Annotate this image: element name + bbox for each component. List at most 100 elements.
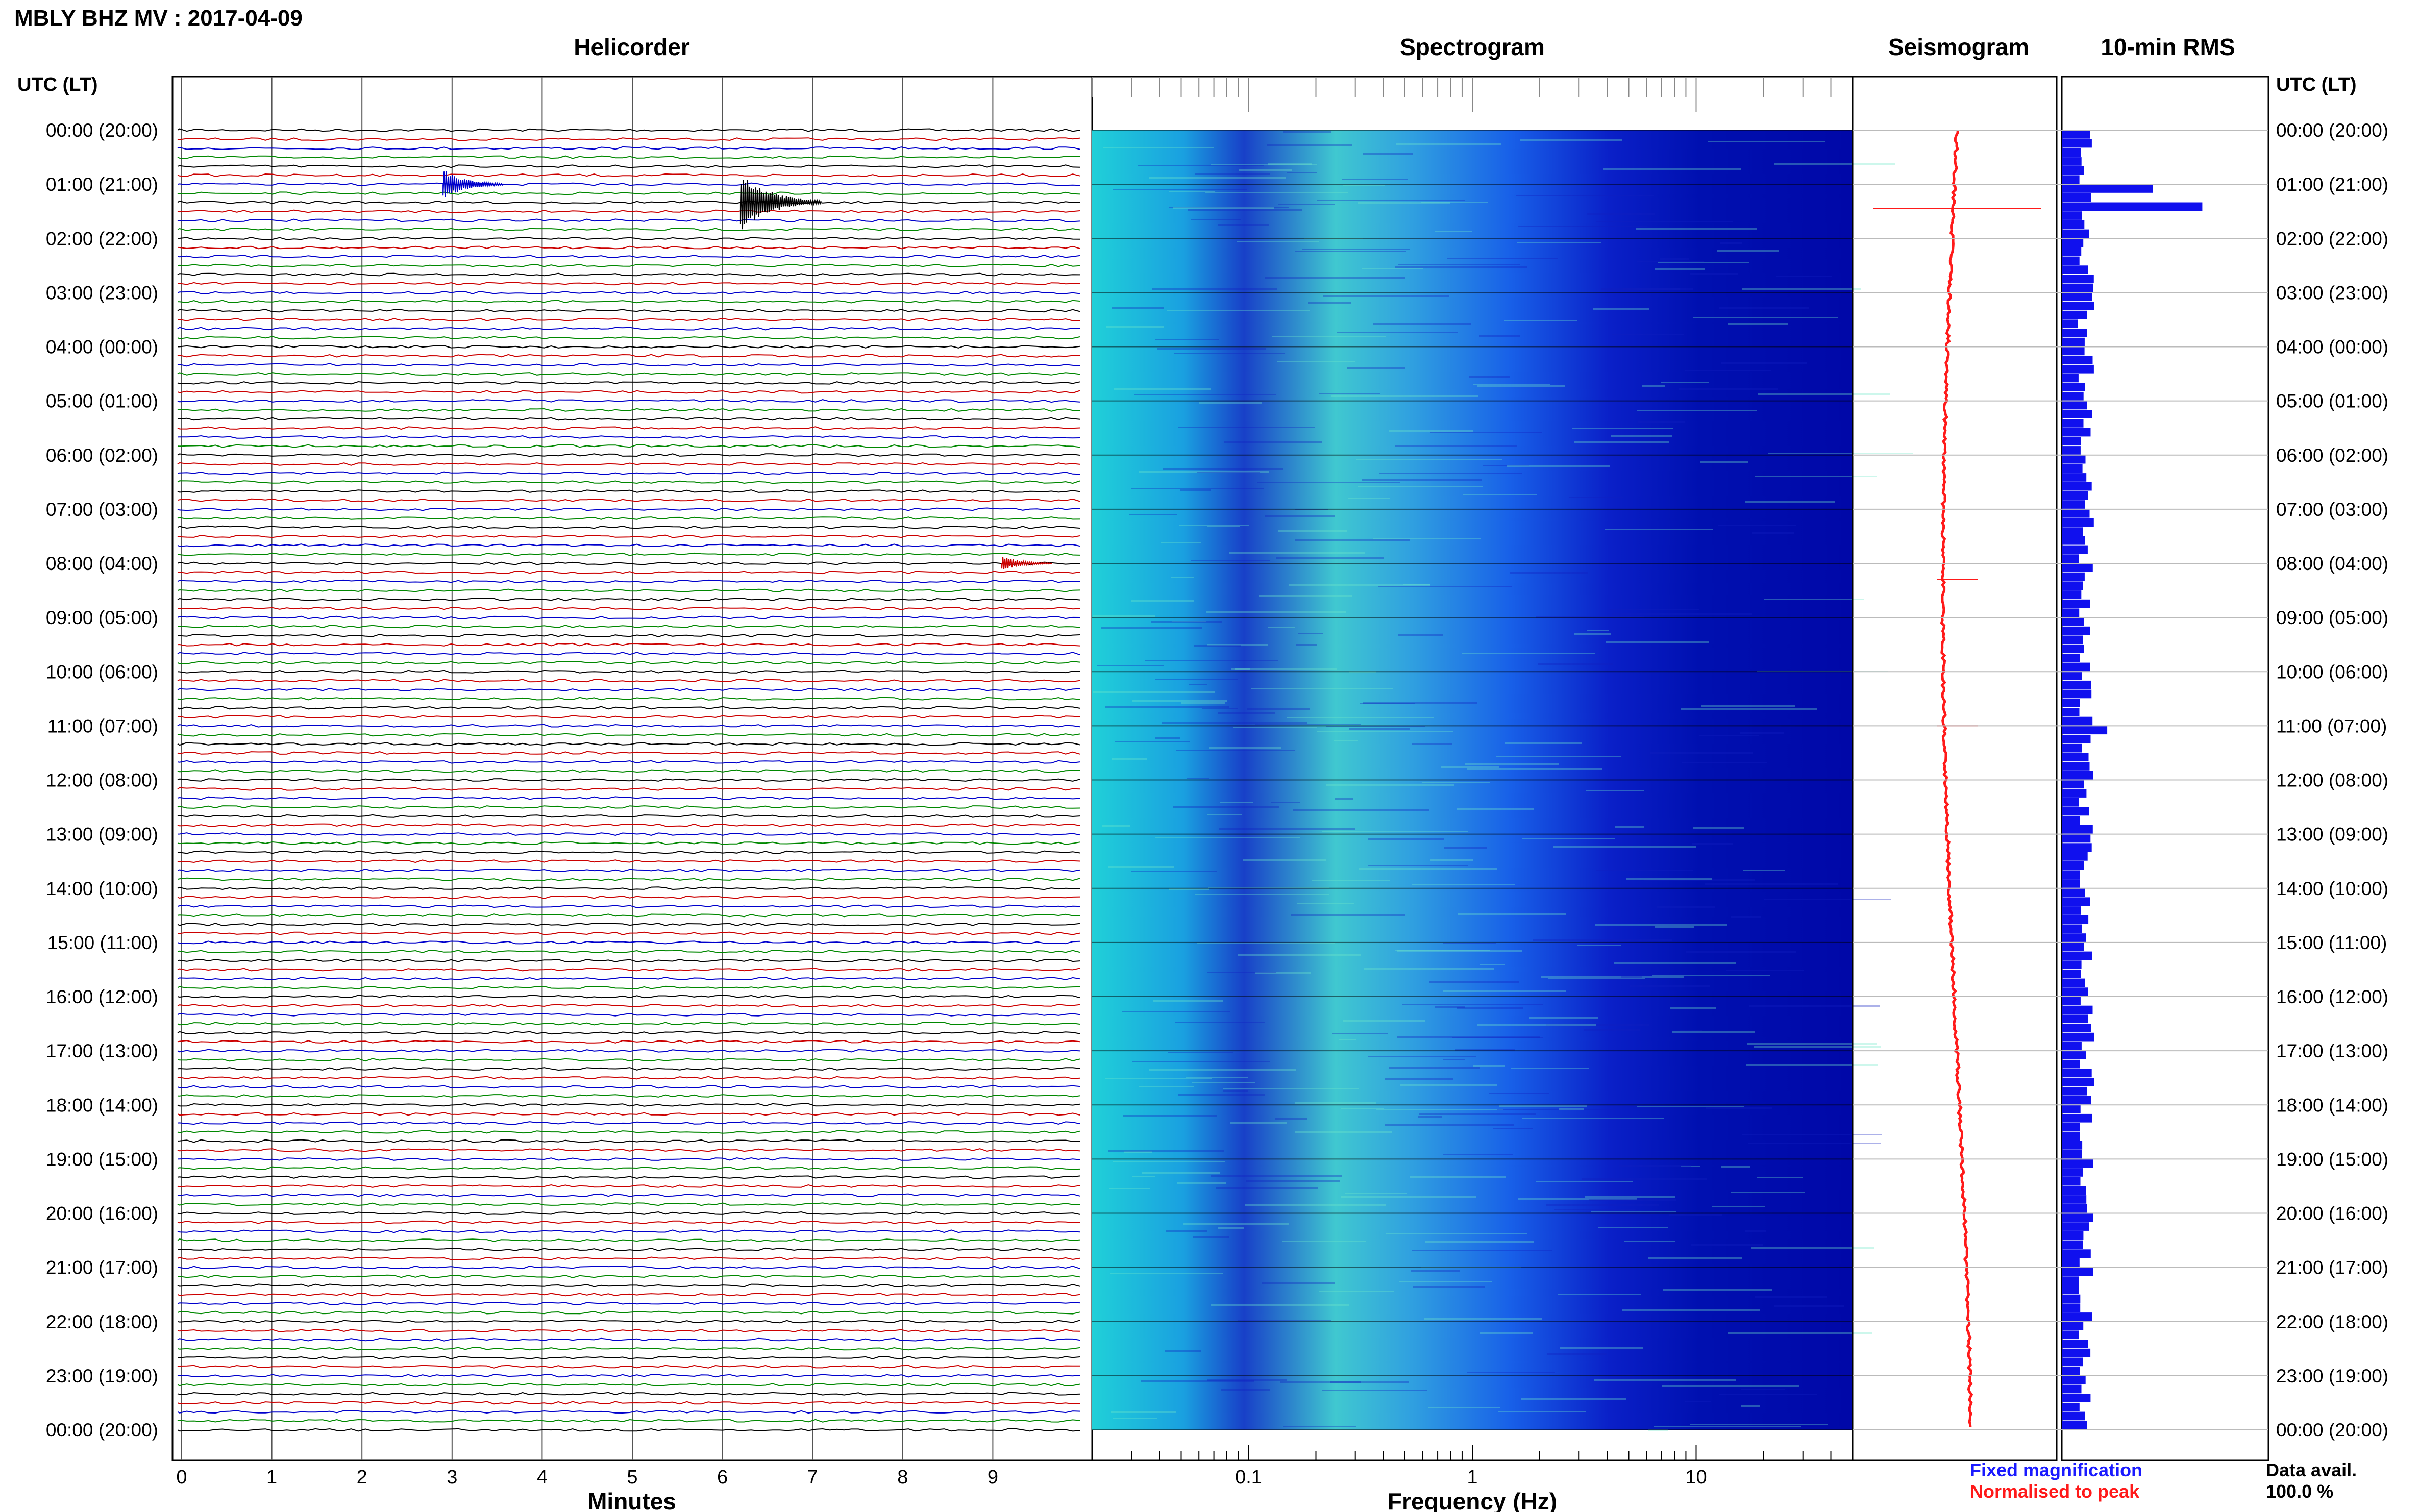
spectrogram-streak [1373, 538, 1481, 539]
spectrogram-streak [1291, 914, 1405, 916]
rms-bar [2062, 1375, 2086, 1384]
helicorder-trace [177, 435, 1080, 439]
helicorder-trace [177, 408, 1080, 412]
helicorder-trace [177, 1401, 1080, 1405]
helicorder-trace [177, 317, 1080, 321]
rms-bar [2062, 509, 2090, 518]
spectrogram-streak [1612, 613, 1752, 615]
helicorder-trace [177, 245, 1080, 250]
spectrogram-streak [1554, 1209, 1636, 1210]
helicorder-trace [177, 1130, 1080, 1134]
spectrogram-streak [1297, 903, 1354, 904]
helicorder-trace [177, 1229, 1080, 1233]
rms-bar [2062, 635, 2083, 645]
spectrogram-streak [1368, 865, 1468, 866]
spectrogram-streak [1395, 266, 1527, 268]
time-tick-label-left: 02:00 (22:00) [46, 228, 158, 249]
spectrogram-streak [1623, 288, 1680, 290]
rms-bar [2062, 1321, 2084, 1330]
time-tick-label-left: 15:00 (11:00) [47, 932, 158, 953]
spectrogram-streak [1553, 846, 1696, 848]
helicorder-trace [177, 1293, 1080, 1297]
rms-bar [2062, 1014, 2088, 1024]
spectrogram-streak [1341, 1108, 1384, 1109]
spectrogram-streak [1609, 609, 1699, 610]
spectrogram-streak [1224, 441, 1322, 443]
spectrogram-streak [1169, 888, 1209, 890]
helicorder-trace [177, 670, 1080, 674]
rms-bar [2062, 987, 2088, 996]
helicorder-trace [177, 886, 1080, 890]
spectrogram-streak [1389, 1067, 1480, 1069]
spectrogram-streak [1277, 361, 1355, 362]
spectrogram-streak [1560, 1347, 1643, 1349]
spectrogram-streak [1522, 838, 1615, 839]
rms-bar [2062, 346, 2085, 356]
spectrogram-streak [1171, 577, 1194, 578]
spectrogram-streak [1191, 219, 1241, 220]
rms-bar [2062, 184, 2153, 193]
spectrogram-streak [1359, 868, 1497, 870]
helicorder-trace [177, 985, 1080, 989]
helicorder-trace [177, 1121, 1080, 1125]
spectrogram-streak [1774, 1305, 1844, 1307]
spectrogram-streak [1648, 1257, 1742, 1259]
spectrogram-streak [1657, 906, 1715, 908]
rms-bar [2062, 897, 2090, 906]
rms-bar [2062, 1051, 2086, 1059]
data-availability-label: Data avail. [2266, 1459, 2357, 1480]
spectrogram-streak [1349, 728, 1410, 730]
helicorder-trace [177, 1247, 1080, 1251]
time-tick-label-right: 21:00 (17:00) [2276, 1257, 2388, 1278]
spectrogram-streak [1155, 339, 1219, 340]
rms-bar [2062, 735, 2091, 743]
seismic-event [1001, 557, 1052, 569]
spectrogram-streak [1243, 859, 1326, 861]
spectrogram-streak [1429, 981, 1519, 983]
helicorder-trace [177, 706, 1080, 710]
spectrogram-streak [1428, 1407, 1500, 1408]
spectrogram-streak [1155, 679, 1238, 680]
helicorder-trace [177, 498, 1080, 502]
spectrogram-streak [1462, 653, 1595, 654]
helicorder-trace [177, 1383, 1080, 1387]
time-tick-label-left: 11:00 (07:00) [47, 715, 158, 736]
spectrogram-streak [1331, 395, 1478, 397]
helicorder-trace [177, 255, 1080, 259]
spectrogram-streak [1728, 323, 1788, 325]
spectrogram-streak [1337, 332, 1458, 333]
rms-bar [2062, 951, 2092, 960]
spectrogram-streak [1669, 1214, 1722, 1216]
time-tick-label-right: 00:00 (20:00) [2276, 120, 2388, 141]
spectrogram-streak [1559, 1108, 1584, 1110]
spectrogram-streak [1363, 153, 1413, 155]
spectrogram-streak [1621, 976, 1642, 978]
spectrogram-streak [1223, 1088, 1359, 1089]
spectrogram-streak [1679, 388, 1778, 390]
spectrogram-streak [1180, 489, 1211, 491]
spectrogram-streak [1108, 1150, 1224, 1152]
time-tick-label-right: 04:00 (00:00) [2276, 337, 2388, 358]
spectrogram-streak [1283, 1426, 1356, 1427]
spectrogram-streak [1612, 334, 1684, 335]
time-tick-label-left: 09:00 (05:00) [46, 607, 158, 628]
rms-bar [2062, 1249, 2091, 1258]
rms-bar [2062, 1240, 2083, 1249]
rms-bar [2062, 1113, 2092, 1123]
helicorder-trace [177, 1184, 1080, 1188]
helicorder-trace [177, 1139, 1080, 1143]
helicorder-trace [177, 1266, 1080, 1270]
spectrogram-streak [1572, 428, 1673, 429]
spectrogram-streak [1169, 191, 1215, 192]
spectrogram-streak [1360, 703, 1415, 704]
spectrogram-streak [1682, 762, 1767, 763]
spectrogram-streak [1742, 288, 1861, 290]
spectrogram-streak [1533, 939, 1672, 941]
helicorder-trace [177, 164, 1080, 168]
rms-bar [2062, 202, 2203, 211]
helicorder-trace [177, 173, 1080, 177]
helicorder-trace [177, 1410, 1080, 1414]
helicorder-trace [177, 344, 1080, 349]
helicorder-trace [177, 787, 1080, 791]
spectrogram-streak [1455, 1049, 1515, 1051]
